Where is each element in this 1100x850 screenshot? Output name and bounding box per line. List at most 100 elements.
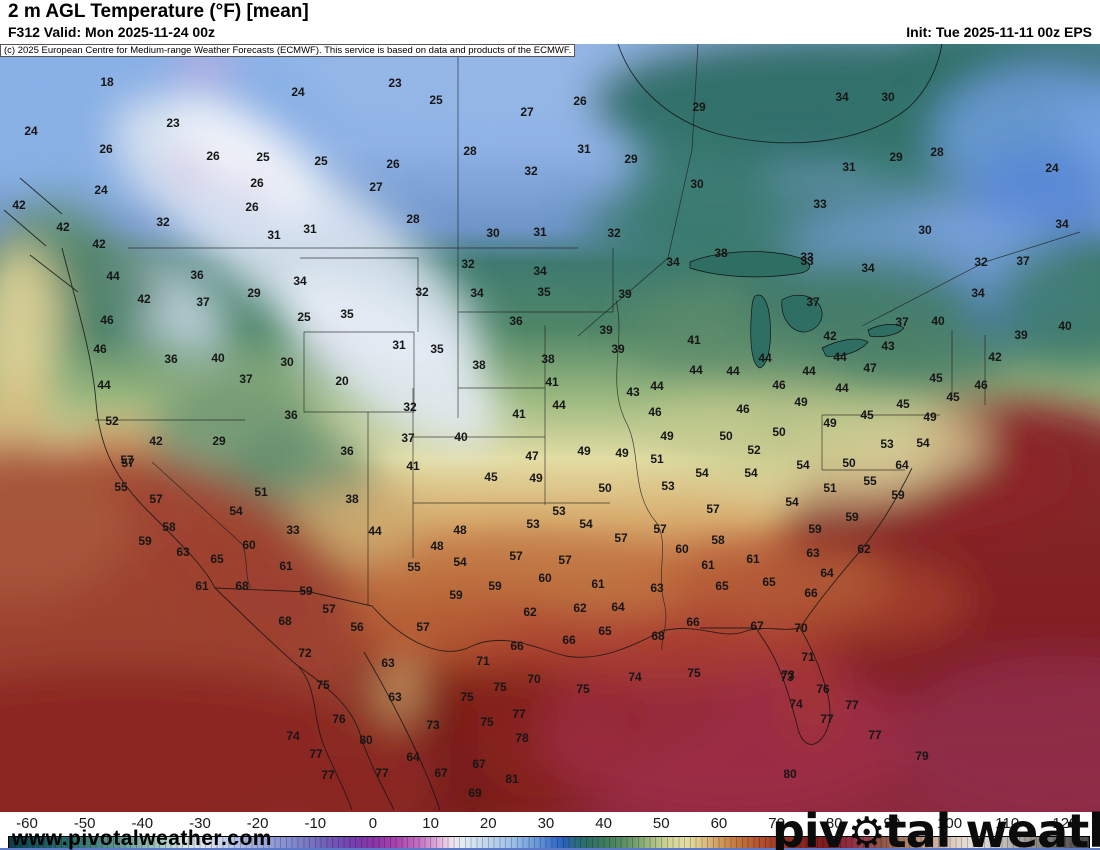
- colorbar-tick: -20: [246, 815, 269, 832]
- temp-label: 62: [573, 601, 587, 615]
- colorbar-tick: -30: [189, 815, 211, 832]
- temp-label: 24: [1045, 161, 1059, 175]
- temp-label: 67: [750, 619, 764, 633]
- temp-label: 49: [660, 429, 674, 443]
- temp-label: 49: [794, 395, 808, 409]
- temp-label: 42: [137, 292, 151, 306]
- temp-label: 81: [505, 772, 519, 786]
- temp-label: 57: [121, 456, 135, 470]
- temp-label: 27: [369, 180, 383, 194]
- temp-label: 38: [714, 246, 728, 260]
- temp-label: 25: [429, 93, 443, 107]
- temp-label: 44: [368, 524, 382, 538]
- colorbar-footer: -60 -50 -40 -30 -20 -10 0 10 20 30 40 50 60 70 80 90 100…: [0, 812, 1100, 850]
- temp-label: 37: [196, 295, 210, 309]
- header: 2 m AGL Temperature (°F) [mean] F312 Val…: [0, 0, 1100, 44]
- temp-label: 66: [510, 639, 524, 653]
- colorbar-tick: 50: [652, 815, 670, 832]
- temp-label: 80: [359, 733, 373, 747]
- temp-label: 53: [661, 479, 675, 493]
- temp-label: 48: [453, 523, 467, 537]
- temp-label: 28: [406, 212, 420, 226]
- colorbar-tick: 70: [768, 815, 785, 832]
- temp-label: 44: [552, 398, 566, 412]
- temp-label: 61: [746, 552, 760, 566]
- temp-label: 59: [808, 522, 822, 536]
- logo-text-right: weather: [965, 804, 1100, 850]
- temp-label: 65: [210, 552, 224, 566]
- temp-label: 47: [863, 361, 877, 375]
- temp-label: 34: [1055, 217, 1069, 231]
- temp-label: 57: [653, 522, 667, 536]
- temp-label: 51: [650, 452, 664, 466]
- temp-label: 45: [946, 390, 960, 404]
- temp-label: 50: [598, 481, 612, 495]
- temp-label: 40: [1058, 319, 1072, 333]
- temp-label: 33: [813, 197, 827, 211]
- colorbar-tick: -50: [73, 815, 96, 832]
- temp-label: 29: [247, 286, 261, 300]
- temp-label: 53: [526, 517, 540, 531]
- temp-label: 40: [211, 351, 225, 365]
- colorbar-tick: -40: [131, 815, 154, 832]
- temp-label: 50: [772, 425, 786, 439]
- temp-label: 20: [335, 374, 349, 388]
- init-time-label: Init: Tue 2025-11-11 00z EPS: [906, 24, 1092, 40]
- temp-label: 34: [666, 255, 680, 269]
- temp-label: 69: [468, 786, 482, 800]
- temp-label: 28: [463, 144, 477, 158]
- temp-label: 80: [783, 767, 797, 781]
- temp-label: 78: [515, 731, 529, 745]
- temp-label: 32: [461, 257, 475, 271]
- temp-label: 33: [800, 250, 814, 264]
- temp-label: 60: [675, 542, 689, 556]
- temp-label: 57: [120, 453, 134, 467]
- coastlines: [3, 44, 943, 811]
- temp-label: 31: [392, 338, 406, 352]
- temp-label: 45: [484, 470, 498, 484]
- temp-label: 52: [105, 414, 119, 428]
- temp-label: 34: [470, 286, 484, 300]
- temp-label: 35: [537, 285, 551, 299]
- temp-label: 36: [284, 408, 298, 422]
- colorbar-tick: 10: [422, 815, 439, 832]
- temp-label: 59: [488, 579, 502, 593]
- temp-label: 44: [758, 351, 772, 365]
- temp-label: 31: [577, 142, 591, 156]
- state-borders: [95, 44, 1081, 651]
- colorbar-tick: 110: [995, 815, 1020, 832]
- temp-label: 26: [573, 94, 587, 108]
- temp-label: 28: [930, 145, 944, 159]
- temp-label: 34: [533, 264, 547, 278]
- temp-label: 30: [486, 226, 500, 240]
- temp-label: 62: [857, 542, 871, 556]
- temp-label: 60: [538, 571, 552, 585]
- temp-label: 70: [794, 621, 808, 635]
- colorbar-tick: 80: [825, 815, 843, 832]
- colorbar-tick: 40: [595, 815, 612, 832]
- temp-label: 66: [562, 633, 576, 647]
- temp-label: 47: [525, 449, 539, 463]
- temp-label: 46: [736, 402, 750, 416]
- temp-label: 58: [711, 533, 725, 547]
- temp-label: 34: [971, 286, 985, 300]
- temp-label: 38: [541, 352, 555, 366]
- temp-label: 56: [350, 620, 364, 634]
- temp-label: 70: [527, 672, 541, 686]
- temp-label: 68: [651, 629, 665, 643]
- temp-label: 29: [624, 152, 638, 166]
- temp-label: 25: [314, 154, 328, 168]
- temp-label: 25: [256, 150, 270, 164]
- temp-label: 77: [845, 698, 859, 712]
- temp-label: 43: [626, 385, 640, 399]
- colorbar-tick: -60: [16, 815, 38, 832]
- temp-label: 39: [1014, 328, 1028, 342]
- pivotal-weather-logo: piv⚙tal weather: [772, 804, 1100, 850]
- temp-label: 36: [190, 268, 204, 282]
- temp-label: 45: [896, 397, 910, 411]
- temp-label: 30: [280, 355, 294, 369]
- temp-label: 77: [868, 728, 882, 742]
- temp-label: 63: [176, 545, 190, 559]
- temp-label: 65: [762, 575, 776, 589]
- temp-label: 35: [340, 307, 354, 321]
